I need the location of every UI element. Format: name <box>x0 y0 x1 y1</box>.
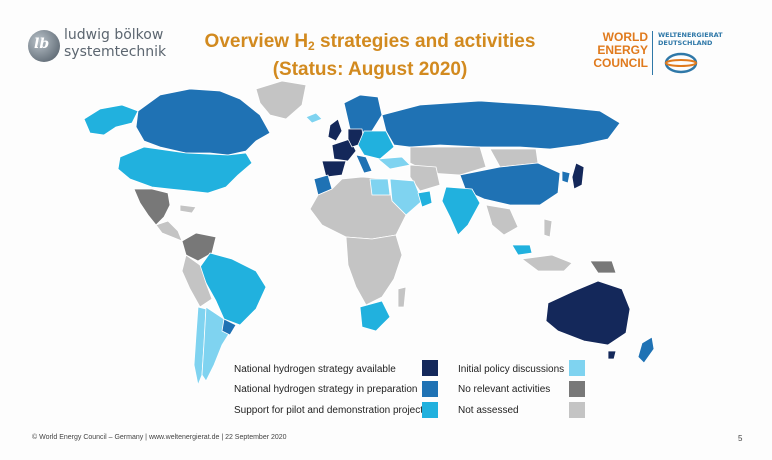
weg-logo-text: WELTENERGIERAT DEUTSCHLAND <box>658 31 723 47</box>
weg-line1: WELTENERGIERAT <box>658 31 723 39</box>
world-map <box>83 80 655 386</box>
title-post: strategies and activities <box>314 31 536 52</box>
region-greenland <box>255 80 307 120</box>
legend-label-2: National hydrogen strategy in preparatio… <box>234 384 418 395</box>
wec-divider <box>652 31 653 75</box>
legend-label-4: Initial policy discussions <box>458 364 565 375</box>
legend-swatch-3 <box>422 402 438 418</box>
region-france <box>331 138 357 162</box>
legend-swatch-4 <box>569 360 585 376</box>
region-central-america <box>155 220 183 242</box>
legend-label-3: Support for pilot and demonstration proj… <box>234 405 428 416</box>
region-australia <box>545 280 631 346</box>
region-uae-oman <box>417 190 433 208</box>
region-malaysia <box>511 244 533 256</box>
legend-swatch-5 <box>569 381 585 397</box>
region-russia <box>381 100 621 150</box>
region-iceland <box>305 112 323 124</box>
lbst-line1: ludwig bölkow <box>64 27 164 43</box>
globe-icon <box>664 52 698 74</box>
region-india <box>441 186 481 236</box>
region-new-zealand <box>637 336 655 364</box>
region-africa-central <box>345 234 403 306</box>
region-tasmania <box>607 350 617 360</box>
wec-logo-text: WORLD ENERGY COUNCIL <box>590 31 648 70</box>
wec-line2: ENERGY <box>597 43 648 57</box>
region-madagascar <box>397 286 407 308</box>
footer-text: © World Energy Council – Germany | www.w… <box>32 434 287 441</box>
weg-line2: DEUTSCHLAND <box>658 39 713 47</box>
region-korea <box>561 170 571 184</box>
region-italy <box>355 154 373 174</box>
region-alaska <box>83 104 139 136</box>
region-turkey <box>377 156 411 170</box>
region-indonesia <box>521 254 573 272</box>
slide-title: Overview H2 strategies and activities (S… <box>150 30 590 82</box>
page-number: 5 <box>738 434 743 443</box>
lbst-logo-icon: lb <box>28 30 60 62</box>
legend-swatch-2 <box>422 381 438 397</box>
wec-line1: WORLD <box>602 30 648 44</box>
region-south-africa <box>359 300 391 332</box>
region-uruguay <box>221 318 237 336</box>
region-japan <box>571 162 585 190</box>
region-usa <box>117 146 253 194</box>
region-peru-bolivia <box>181 254 213 308</box>
title-sub: 2 <box>308 39 315 53</box>
title-status: (Status: August 2020) <box>272 59 468 80</box>
region-png <box>589 260 617 274</box>
region-caribbean <box>179 204 197 214</box>
region-iran <box>409 164 441 192</box>
region-spain-portugal <box>321 160 347 178</box>
region-uk <box>327 118 343 142</box>
lbst-logo-text: ludwig bölkow systemtechnik <box>64 27 166 61</box>
region-se-asia <box>485 204 519 236</box>
legend-label-1: National hydrogen strategy available <box>234 364 396 375</box>
legend-swatch-1 <box>422 360 438 376</box>
wec-line3: COUNCIL <box>593 56 648 70</box>
legend-label-6: Not assessed <box>458 405 519 416</box>
title-pre: Overview H <box>204 31 309 52</box>
legend-swatch-6 <box>569 402 585 418</box>
region-mexico <box>133 188 171 226</box>
lbst-line2: systemtechnik <box>64 44 167 60</box>
region-egypt <box>369 178 391 196</box>
legend-label-5: No relevant activities <box>458 384 551 395</box>
region-philippines <box>543 218 553 238</box>
region-canada <box>135 88 271 156</box>
